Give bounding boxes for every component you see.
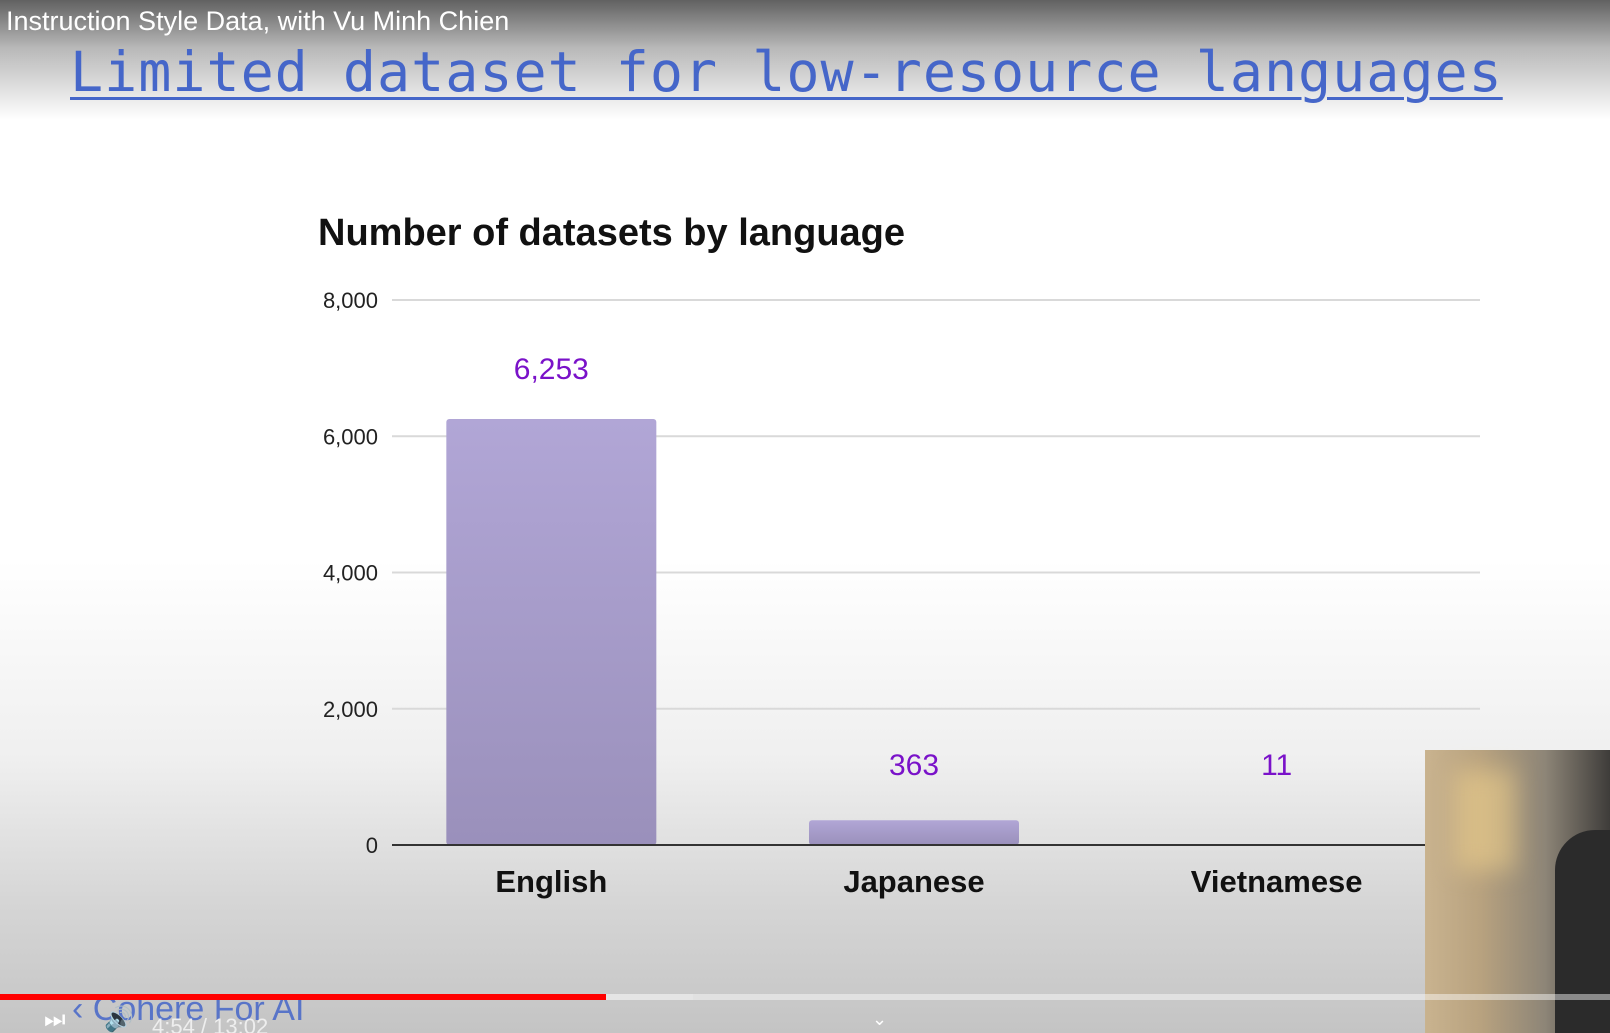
title-overlay [0,0,1610,120]
x-tick-label: English [495,864,607,899]
time-display: 4:54 / 13:02 [152,1014,269,1033]
data-label: 11 [1261,749,1292,782]
bar [809,820,1019,845]
presenter-silhouette [1555,830,1610,1033]
webcam-background-light [1455,770,1515,870]
x-tick-label: Vietnamese [1191,864,1363,899]
y-tick-label: 6,000 [323,424,378,449]
y-tick-label: 4,000 [323,561,378,586]
chevron-down-icon[interactable]: ⌄ [872,1009,888,1029]
progress-bar[interactable] [0,994,1610,1000]
chart-title: Number of datasets by language [318,212,906,254]
presenter-webcam [1425,750,1610,1033]
x-tick-label: Japanese [843,864,984,899]
y-tick-label: 2,000 [323,697,378,722]
progress-played [0,994,607,1000]
bar [446,419,657,845]
y-tick-label: 8,000 [323,288,378,313]
player-controls: ⏭ 🔊 ⌄ [0,1006,1610,1033]
data-label: 6,253 [514,353,589,386]
data-label: 363 [889,749,939,782]
y-tick-label: 0 [366,833,378,858]
next-icon[interactable]: ⏭ [44,1006,66,1033]
slide-heading: Limited dataset for low-resource languag… [70,40,1503,104]
video-title[interactable]: Instruction Style Data, with Vu Minh Chi… [6,6,510,36]
volume-icon[interactable]: 🔊 [104,1006,134,1033]
